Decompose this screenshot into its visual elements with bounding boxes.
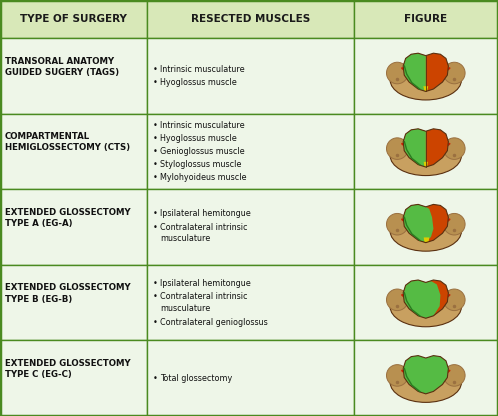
Ellipse shape xyxy=(386,289,408,311)
Text: •: • xyxy=(153,317,158,327)
Bar xyxy=(147,114,354,189)
Text: COMPARTMENTAL
HEMIGLOSSECTOMY (CTS): COMPARTMENTAL HEMIGLOSSECTOMY (CTS) xyxy=(5,132,130,152)
Text: •: • xyxy=(153,147,158,156)
Text: Ipsilateral hemitongue: Ipsilateral hemitongue xyxy=(160,210,250,218)
Ellipse shape xyxy=(390,60,462,100)
Text: •: • xyxy=(153,121,158,130)
Ellipse shape xyxy=(444,365,465,386)
Text: EXTENDED GLOSSECTOMY
TYPE B (EG-B): EXTENDED GLOSSECTOMY TYPE B (EG-B) xyxy=(5,283,130,304)
Ellipse shape xyxy=(390,211,462,251)
Bar xyxy=(354,265,498,340)
Text: •: • xyxy=(153,374,158,383)
Text: Intrinsic musculature: Intrinsic musculature xyxy=(160,65,245,74)
Ellipse shape xyxy=(386,365,408,386)
Bar xyxy=(147,340,354,416)
Text: Contralateral intrinsic: Contralateral intrinsic xyxy=(160,292,248,301)
Ellipse shape xyxy=(444,289,465,311)
Text: EXTENDED GLOSSECTOMY
TYPE A (EG-A): EXTENDED GLOSSECTOMY TYPE A (EG-A) xyxy=(5,208,130,228)
Polygon shape xyxy=(403,204,448,243)
Text: •: • xyxy=(153,78,158,87)
Bar xyxy=(354,340,498,416)
Text: RESECTED MUSCLES: RESECTED MUSCLES xyxy=(191,14,310,24)
Ellipse shape xyxy=(386,138,408,159)
Ellipse shape xyxy=(444,138,465,159)
Text: FIGURE: FIGURE xyxy=(404,14,447,24)
Text: Styloglossus muscle: Styloglossus muscle xyxy=(160,160,242,169)
Ellipse shape xyxy=(444,213,465,235)
Polygon shape xyxy=(403,280,448,318)
Text: •: • xyxy=(153,173,158,182)
Bar xyxy=(147,38,354,114)
Text: Genioglossus muscle: Genioglossus muscle xyxy=(160,147,245,156)
Text: •: • xyxy=(153,160,158,169)
Text: Hyoglossus muscle: Hyoglossus muscle xyxy=(160,78,237,87)
Text: •: • xyxy=(153,279,158,287)
Bar xyxy=(354,38,498,114)
Bar xyxy=(354,0,498,38)
Polygon shape xyxy=(403,204,433,243)
Ellipse shape xyxy=(390,362,462,402)
Bar xyxy=(354,114,498,189)
Text: EXTENDED GLOSSECTOMY
TYPE C (EG-C): EXTENDED GLOSSECTOMY TYPE C (EG-C) xyxy=(5,359,130,379)
Text: Contralateral intrinsic: Contralateral intrinsic xyxy=(160,223,248,231)
Polygon shape xyxy=(403,53,448,92)
Bar xyxy=(0,114,147,189)
Bar xyxy=(0,38,147,114)
Text: •: • xyxy=(153,223,158,231)
Ellipse shape xyxy=(390,287,462,327)
Polygon shape xyxy=(403,129,426,167)
Text: •: • xyxy=(153,292,158,301)
Text: musculature: musculature xyxy=(160,235,210,243)
Ellipse shape xyxy=(390,136,462,176)
Bar xyxy=(0,265,147,340)
Bar xyxy=(0,189,147,265)
Polygon shape xyxy=(403,129,448,167)
Text: Total glossectomy: Total glossectomy xyxy=(160,374,232,383)
Polygon shape xyxy=(424,162,428,167)
Bar xyxy=(0,340,147,416)
Polygon shape xyxy=(424,238,429,242)
Text: Mylohyoideus muscle: Mylohyoideus muscle xyxy=(160,173,247,182)
Text: Ipsilateral hemitongue: Ipsilateral hemitongue xyxy=(160,279,250,287)
Text: •: • xyxy=(153,65,158,74)
Ellipse shape xyxy=(444,62,465,84)
Polygon shape xyxy=(423,86,428,91)
Bar xyxy=(0,0,147,38)
Bar xyxy=(147,265,354,340)
Bar xyxy=(354,189,498,265)
Text: •: • xyxy=(153,134,158,143)
Text: TYPE OF SURGERY: TYPE OF SURGERY xyxy=(20,14,127,24)
Polygon shape xyxy=(403,356,448,394)
Text: Intrinsic musculature: Intrinsic musculature xyxy=(160,121,245,130)
Polygon shape xyxy=(403,53,426,92)
Polygon shape xyxy=(403,280,440,318)
Text: musculature: musculature xyxy=(160,304,210,312)
Bar xyxy=(147,189,354,265)
Text: Hyoglossus muscle: Hyoglossus muscle xyxy=(160,134,237,143)
Bar xyxy=(147,0,354,38)
Ellipse shape xyxy=(386,62,408,84)
Text: TRANSORAL ANATOMY
GUIDED SUGERY (TAGS): TRANSORAL ANATOMY GUIDED SUGERY (TAGS) xyxy=(5,57,119,77)
Ellipse shape xyxy=(386,213,408,235)
Text: Contralateral genioglossus: Contralateral genioglossus xyxy=(160,317,267,327)
Text: •: • xyxy=(153,210,158,218)
